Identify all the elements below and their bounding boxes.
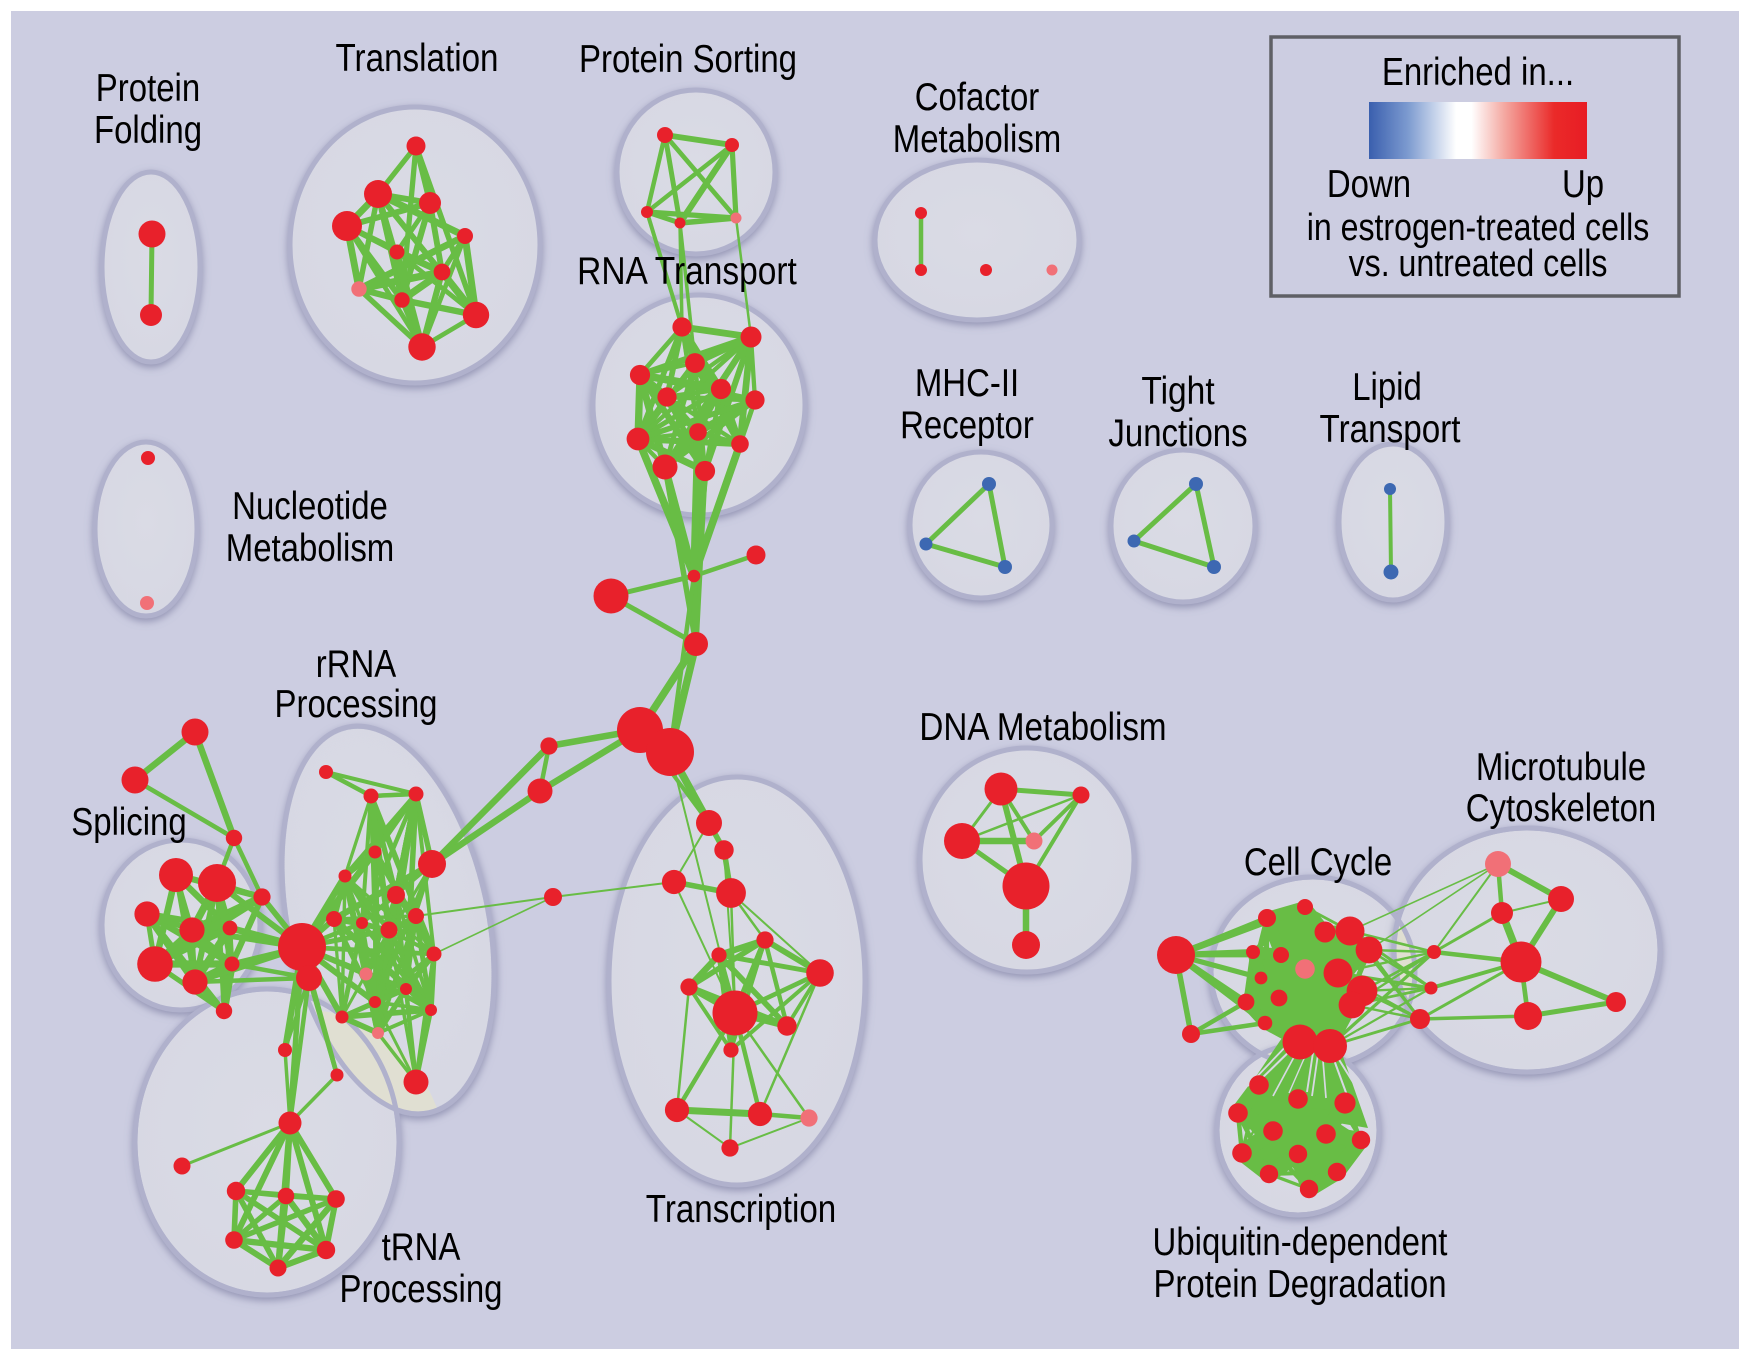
svg-text:Cytoskeleton: Cytoskeleton	[1466, 787, 1657, 830]
svg-text:Down: Down	[1327, 163, 1411, 206]
svg-text:Metabolism: Metabolism	[893, 118, 1062, 161]
svg-text:Transport: Transport	[1320, 408, 1461, 451]
svg-text:Processing: Processing	[340, 1268, 503, 1311]
svg-text:Transcription: Transcription	[646, 1188, 836, 1231]
svg-text:Tight: Tight	[1141, 370, 1214, 413]
svg-text:Enriched in...: Enriched in...	[1382, 51, 1574, 94]
svg-text:RNA Transport: RNA Transport	[577, 250, 797, 293]
svg-text:Junctions: Junctions	[1108, 412, 1247, 455]
svg-text:Splicing: Splicing	[71, 801, 186, 844]
svg-text:Protein: Protein	[96, 67, 200, 110]
svg-text:tRNA: tRNA	[382, 1226, 461, 1269]
svg-text:Microtubule: Microtubule	[1476, 746, 1646, 789]
svg-text:Processing: Processing	[275, 683, 438, 726]
svg-text:rRNA: rRNA	[316, 643, 397, 686]
svg-text:Lipid: Lipid	[1352, 366, 1422, 409]
svg-text:Up: Up	[1562, 163, 1604, 206]
svg-text:vs. untreated cells: vs. untreated cells	[1349, 243, 1608, 285]
svg-text:Protein Degradation: Protein Degradation	[1153, 1263, 1446, 1306]
svg-text:Folding: Folding	[94, 109, 202, 152]
svg-text:Translation: Translation	[336, 37, 499, 80]
svg-text:Cell Cycle: Cell Cycle	[1244, 841, 1392, 884]
svg-text:Nucleotide: Nucleotide	[232, 485, 388, 528]
svg-text:in estrogen-treated cells: in estrogen-treated cells	[1307, 207, 1650, 249]
svg-text:Receptor: Receptor	[900, 404, 1034, 447]
svg-text:MHC-II: MHC-II	[915, 362, 1019, 405]
svg-text:Metabolism: Metabolism	[226, 527, 395, 570]
svg-text:Cofactor: Cofactor	[915, 76, 1040, 119]
svg-text:DNA Metabolism: DNA Metabolism	[919, 706, 1166, 749]
svg-text:Protein Sorting: Protein Sorting	[579, 38, 797, 81]
svg-text:Ubiquitin-dependent: Ubiquitin-dependent	[1153, 1221, 1448, 1264]
